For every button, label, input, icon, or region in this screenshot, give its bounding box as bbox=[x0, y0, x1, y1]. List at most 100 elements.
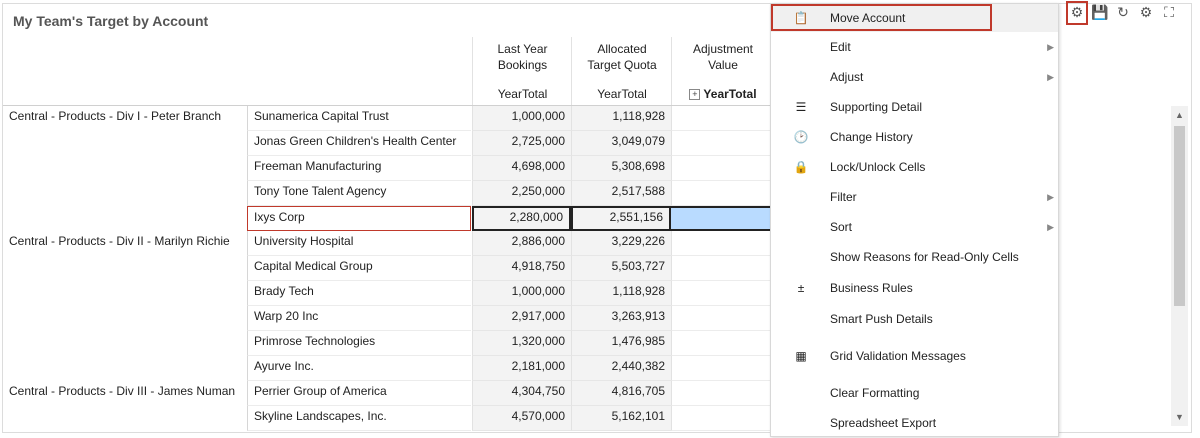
bookings-cell[interactable]: 2,280,000 bbox=[472, 206, 571, 231]
bookings-cell[interactable]: 4,918,750 bbox=[472, 256, 571, 281]
menu-item-spreadsheet-export[interactable]: Spreadsheet Export bbox=[771, 409, 1058, 437]
move-account-icon: 📋 bbox=[793, 11, 809, 25]
table-row: Jonas Green Children's Health Center 2,72… bbox=[3, 131, 773, 156]
adjustment-cell[interactable] bbox=[671, 156, 773, 181]
quota-cell[interactable]: 3,263,913 bbox=[571, 306, 671, 331]
submenu-arrow-icon: ▶ bbox=[1047, 192, 1054, 202]
menu-item-show-reasons-for-read-only-cells[interactable]: Show Reasons for Read-Only Cells bbox=[771, 243, 1058, 271]
adjustment-cell[interactable] bbox=[671, 256, 773, 281]
quota-cell[interactable]: 4,816,705 bbox=[571, 381, 671, 406]
quota-cell[interactable]: 1,476,985 bbox=[571, 331, 671, 356]
adjustment-cell[interactable] bbox=[671, 331, 773, 356]
account-cell[interactable]: Primrose Technologies bbox=[247, 331, 471, 356]
account-cell[interactable]: Ayurve Inc. bbox=[247, 356, 471, 381]
bookings-cell[interactable]: 4,570,000 bbox=[472, 406, 571, 431]
menu-item-label: Grid Validation Messages bbox=[830, 349, 966, 363]
maximize-icon[interactable]: ⛶ bbox=[1164, 4, 1174, 20]
menu-item-grid-validation-messages[interactable]: ▦ Grid Validation Messages bbox=[771, 342, 1058, 370]
scroll-thumb[interactable] bbox=[1174, 126, 1185, 306]
adjustment-cell[interactable] bbox=[671, 181, 773, 206]
account-cell[interactable]: Brady Tech bbox=[247, 281, 471, 306]
adjustment-cell[interactable] bbox=[671, 131, 773, 156]
menu-item-sort[interactable]: Sort ▶ bbox=[771, 213, 1058, 241]
menu-item-supporting-detail[interactable]: ☰ Supporting Detail bbox=[771, 93, 1058, 121]
quota-cell[interactable]: 1,118,928 bbox=[571, 281, 671, 306]
account-cell[interactable]: University Hospital bbox=[247, 231, 471, 256]
column-subheader-expandable[interactable]: + YearTotal bbox=[672, 87, 774, 101]
account-cell[interactable]: Perrier Group of America bbox=[247, 381, 471, 406]
adjustment-cell[interactable] bbox=[671, 306, 773, 331]
header-divider bbox=[3, 105, 773, 106]
quota-cell[interactable]: 3,049,079 bbox=[571, 131, 671, 156]
account-cell[interactable]: Warp 20 Inc bbox=[247, 306, 471, 331]
column-header-last-year-bookings: Last Year Bookings YearTotal bbox=[472, 37, 572, 105]
quota-cell[interactable]: 2,517,588 bbox=[571, 181, 671, 206]
menu-item-label: Lock/Unlock Cells bbox=[830, 160, 926, 174]
adjustment-cell[interactable] bbox=[671, 406, 773, 431]
bookings-cell[interactable]: 2,250,000 bbox=[472, 181, 571, 206]
menu-item-label: Smart Push Details bbox=[830, 312, 933, 326]
bookings-cell[interactable]: 1,320,000 bbox=[472, 331, 571, 356]
vertical-scrollbar[interactable]: ▲ ▼ bbox=[1171, 106, 1188, 426]
adjustment-cell[interactable] bbox=[671, 231, 773, 256]
bookings-cell[interactable]: 1,000,000 bbox=[472, 106, 571, 131]
menu-item-smart-push-details[interactable]: Smart Push Details bbox=[771, 305, 1058, 333]
account-cell[interactable]: Skyline Landscapes, Inc. bbox=[247, 406, 471, 431]
menu-item-edit[interactable]: Edit ▶ bbox=[771, 33, 1058, 61]
adjustment-cell[interactable] bbox=[671, 281, 773, 306]
quota-cell[interactable]: 5,308,698 bbox=[571, 156, 671, 181]
menu-item-label: Adjust bbox=[830, 70, 864, 84]
account-cell[interactable]: Ixys Corp bbox=[247, 206, 471, 231]
table-row: Freeman Manufacturing 4,698,000 5,308,698 bbox=[3, 156, 773, 181]
division-label bbox=[9, 281, 247, 306]
account-cell[interactable]: Tony Tone Talent Agency bbox=[247, 181, 471, 206]
bookings-cell[interactable]: 2,181,000 bbox=[472, 356, 571, 381]
settings-icon[interactable]: ⚙ bbox=[1139, 4, 1153, 20]
save-icon[interactable]: 💾 bbox=[1091, 4, 1109, 20]
adjustment-cell[interactable] bbox=[671, 356, 773, 381]
table-row: Skyline Landscapes, Inc. 4,570,000 5,162,1… bbox=[3, 406, 773, 431]
account-cell[interactable]: Jonas Green Children's Health Center bbox=[247, 131, 471, 156]
table-row: Ixys Corp 2,280,000 2,551,156 bbox=[3, 206, 773, 231]
menu-item-change-history[interactable]: 🕑 Change History bbox=[771, 123, 1058, 151]
table-row: Central - Products - Div II - Marilyn Ri… bbox=[3, 231, 773, 256]
calculator-icon: ± bbox=[797, 281, 805, 295]
menu-item-clear-formatting[interactable]: Clear Formatting bbox=[771, 379, 1058, 407]
bookings-cell[interactable]: 2,725,000 bbox=[472, 131, 571, 156]
expand-icon[interactable]: + bbox=[689, 89, 701, 100]
table-row: Brady Tech 1,000,000 1,118,928 bbox=[3, 281, 773, 306]
refresh-icon[interactable]: ↻ bbox=[1117, 4, 1129, 20]
menu-item-adjust[interactable]: Adjust ▶ bbox=[771, 63, 1058, 91]
bookings-cell[interactable]: 4,304,750 bbox=[472, 381, 571, 406]
quota-cell[interactable]: 1,118,928 bbox=[571, 106, 671, 131]
account-cell[interactable]: Freeman Manufacturing bbox=[247, 156, 471, 181]
submenu-arrow-icon: ▶ bbox=[1047, 222, 1054, 232]
quota-cell[interactable]: 2,440,382 bbox=[571, 356, 671, 381]
quota-cell[interactable]: 5,503,727 bbox=[571, 256, 671, 281]
adjustment-cell[interactable] bbox=[671, 381, 773, 406]
account-cell[interactable]: Sunamerica Capital Trust bbox=[247, 106, 471, 131]
menu-item-business-rules[interactable]: ± Business Rules bbox=[771, 274, 1058, 302]
bookings-cell[interactable]: 2,917,000 bbox=[472, 306, 571, 331]
menu-item-lock-unlock-cells[interactable]: 🔒 Lock/Unlock Cells bbox=[771, 153, 1058, 181]
quota-cell[interactable]: 2,551,156 bbox=[571, 206, 671, 231]
submenu-arrow-icon: ▶ bbox=[1047, 72, 1054, 82]
scroll-down-icon[interactable]: ▼ bbox=[1175, 412, 1184, 422]
adjustment-cell[interactable] bbox=[671, 206, 773, 231]
division-label bbox=[9, 406, 247, 431]
division-label: Central - Products - Div I - Peter Branc… bbox=[9, 109, 222, 123]
account-cell[interactable]: Capital Medical Group bbox=[247, 256, 471, 281]
scroll-up-icon[interactable]: ▲ bbox=[1175, 110, 1184, 120]
adjustment-cell[interactable] bbox=[671, 106, 773, 131]
menu-item-move-account[interactable]: 📋 Move Account bbox=[771, 4, 1058, 32]
actions-gear-icon[interactable]: ⚙ bbox=[1066, 1, 1088, 25]
column-subheader: YearTotal bbox=[597, 87, 647, 101]
bookings-cell[interactable]: 1,000,000 bbox=[472, 281, 571, 306]
bookings-cell[interactable]: 2,886,000 bbox=[472, 231, 571, 256]
menu-item-label: Sort bbox=[830, 220, 853, 234]
column-subheader-label: YearTotal bbox=[703, 87, 757, 101]
quota-cell[interactable]: 5,162,101 bbox=[571, 406, 671, 431]
menu-item-filter[interactable]: Filter ▶ bbox=[771, 183, 1058, 211]
bookings-cell[interactable]: 4,698,000 bbox=[472, 156, 571, 181]
quota-cell[interactable]: 3,229,226 bbox=[571, 231, 671, 256]
